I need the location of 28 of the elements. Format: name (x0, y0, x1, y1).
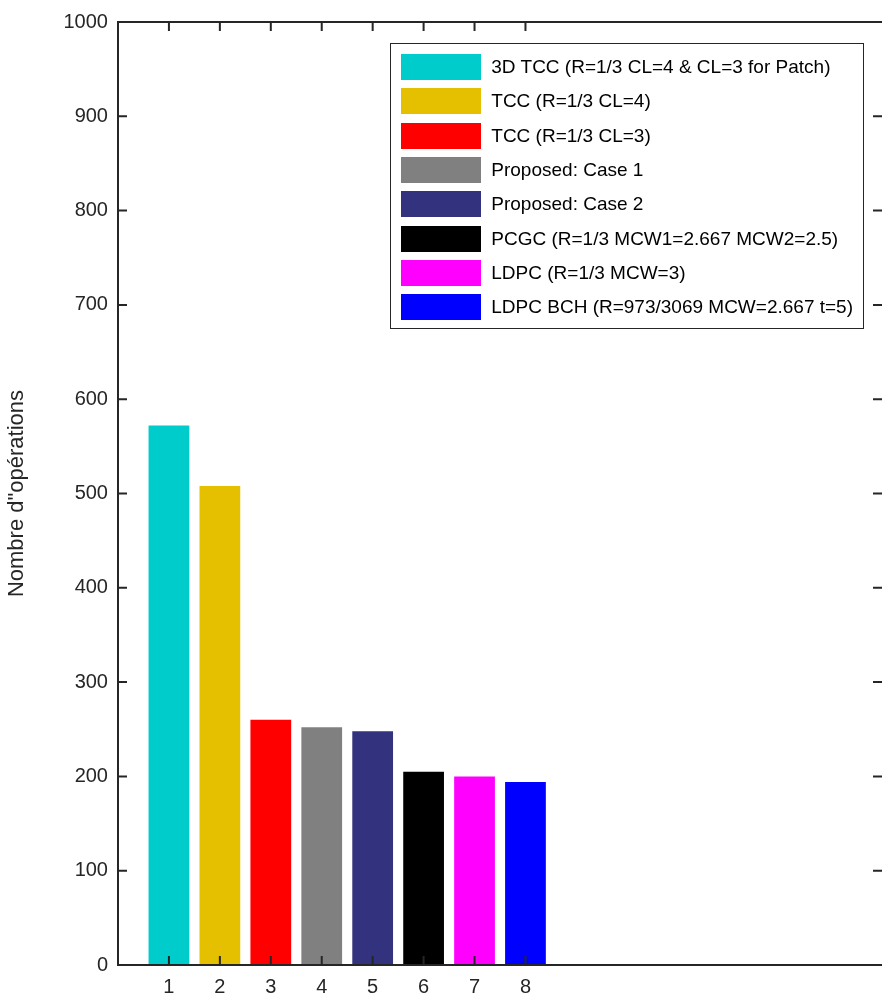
legend-label: Proposed: Case 2 (491, 193, 644, 216)
legend-label: LDPC (R=1/3 MCW=3) (491, 261, 686, 284)
y-tick-label: 400 (74, 575, 108, 598)
y-tick-label: 900 (74, 103, 108, 126)
legend-label: TCC (R=1/3 CL=3) (491, 124, 651, 147)
x-tick-label: 2 (214, 974, 226, 997)
x-tick-label: 5 (367, 974, 379, 997)
x-tick-label: 4 (316, 974, 328, 997)
y-tick-label: 800 (74, 198, 108, 221)
y-tick-label: 500 (74, 481, 108, 504)
legend-label: PCGC (R=1/3 MCW1=2.667 MCW2=2.5) (491, 227, 839, 250)
y-tick-label: 1000 (63, 9, 108, 32)
legend-label: TCC (R=1/3 CL=4) (491, 90, 651, 113)
y-axis-title: Nombre d"opérations (3, 389, 29, 598)
x-tick-label: 1 (163, 974, 175, 997)
legend-label: LDPC BCH (R=973/3069 MCW=2.667 t=5) (491, 296, 853, 319)
x-tick-label: 8 (519, 974, 532, 997)
x-tick-label: 6 (418, 974, 430, 997)
y-tick-label: 100 (74, 858, 108, 881)
x-tick-label: 3 (265, 974, 277, 997)
legend-label: 3D TCC (R=1/3 CL=4 & CL=3 for Patch) (491, 56, 831, 79)
legend-label: Proposed: Case 1 (491, 159, 644, 182)
y-tick-label: 200 (74, 763, 108, 786)
y-tick-label: 600 (74, 386, 108, 409)
x-tick-label: 7 (468, 974, 481, 997)
y-tick-label: 700 (74, 292, 108, 315)
y-tick-label: 0 (96, 952, 108, 975)
y-tick-label: 300 (74, 669, 108, 692)
